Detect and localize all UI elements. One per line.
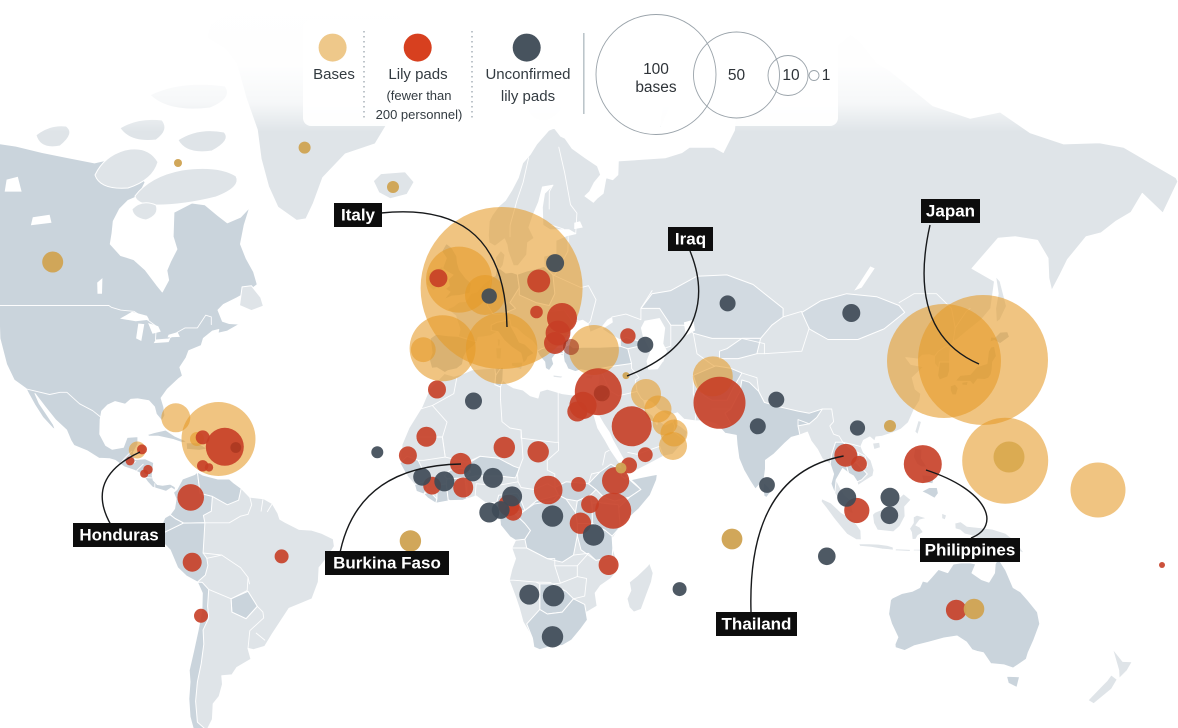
svg-text:Philippines: Philippines bbox=[925, 541, 1016, 560]
svg-text:Italy: Italy bbox=[341, 206, 376, 225]
svg-text:Honduras: Honduras bbox=[79, 526, 158, 545]
svg-text:50: 50 bbox=[728, 67, 746, 84]
svg-text:Iraq: Iraq bbox=[675, 230, 706, 249]
svg-text:200 personnel): 200 personnel) bbox=[376, 107, 463, 122]
svg-text:(fewer than: (fewer than bbox=[386, 88, 451, 103]
svg-text:bases: bases bbox=[635, 79, 677, 96]
svg-text:Bases: Bases bbox=[313, 66, 355, 83]
svg-text:Japan: Japan bbox=[926, 202, 975, 221]
svg-text:Lily pads: Lily pads bbox=[388, 66, 447, 83]
svg-text:lily pads: lily pads bbox=[501, 88, 555, 105]
svg-text:Thailand: Thailand bbox=[722, 615, 792, 634]
svg-text:1: 1 bbox=[822, 67, 831, 84]
svg-text:10: 10 bbox=[782, 67, 800, 84]
svg-text:Burkina Faso: Burkina Faso bbox=[333, 554, 441, 573]
svg-text:Unconfirmed: Unconfirmed bbox=[485, 66, 570, 83]
svg-text:100: 100 bbox=[643, 61, 669, 78]
